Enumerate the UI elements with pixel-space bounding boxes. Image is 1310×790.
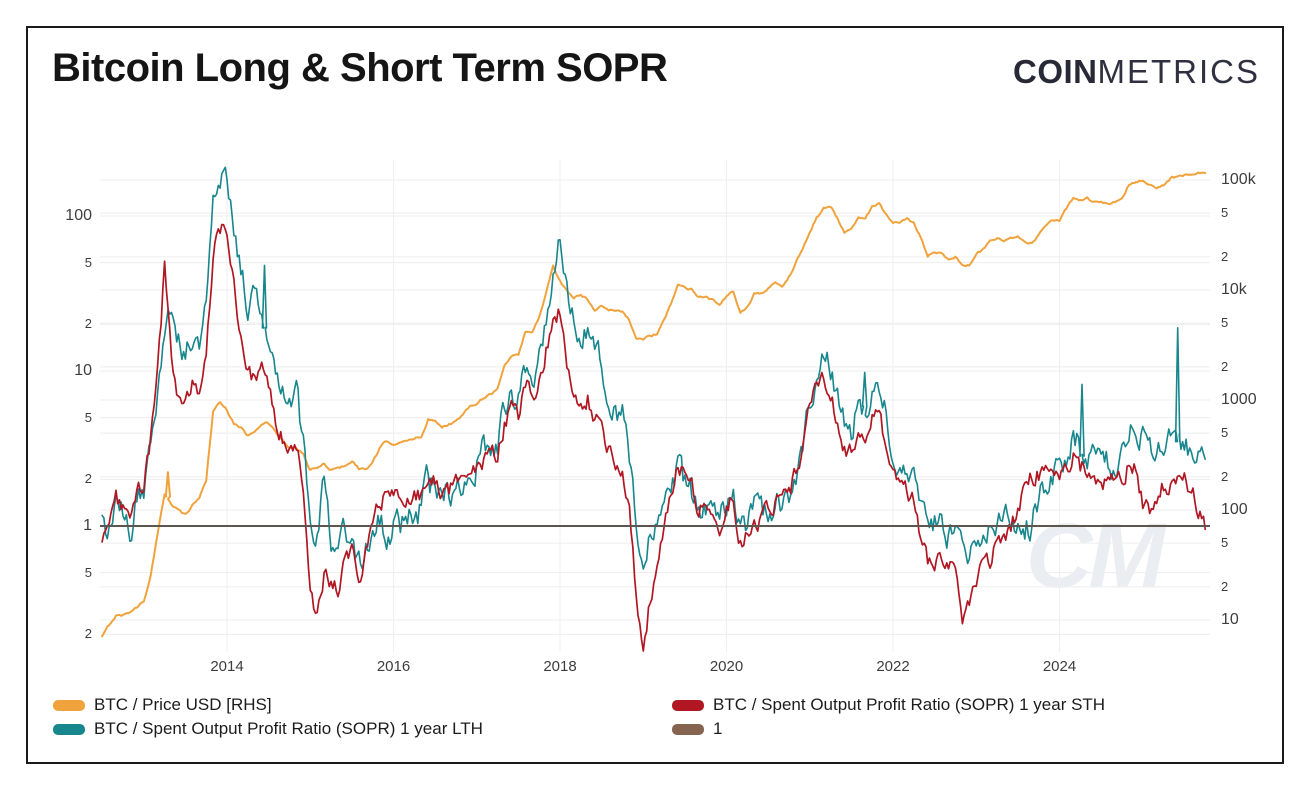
- legend-label: BTC / Spent Output Profit Ratio (SOPR) 1…: [94, 719, 483, 738]
- legend-label: BTC / Price USD [RHS]: [94, 695, 272, 714]
- x-axis-tick-label: 2016: [376, 658, 411, 675]
- price-line: [101, 171, 1207, 638]
- left-axis-tick-label: 100: [65, 207, 92, 224]
- chart-frame: [26, 26, 1284, 764]
- x-axis-tick-label: 2024: [1042, 658, 1077, 675]
- legend-item: 1: [672, 719, 722, 739]
- right-axis-tick-label: 5: [1221, 205, 1229, 221]
- left-axis-tick-label: 2: [84, 316, 92, 332]
- cm-watermark: CM: [1026, 505, 1165, 607]
- left-axis-tick-label: 2: [84, 626, 92, 642]
- left-axis-tick-label: 10: [74, 362, 92, 379]
- right-axis-tick-label: 2: [1221, 248, 1229, 264]
- right-axis-tick-label: 100: [1221, 501, 1248, 518]
- logo-light-text: METRICS: [1097, 53, 1260, 90]
- right-axis-tick-label: 10k: [1221, 281, 1247, 298]
- logo-bold-text: COIN: [1013, 53, 1098, 90]
- legend-swatch: [672, 723, 704, 735]
- legend-label: BTC / Spent Output Profit Ratio (SOPR) 1…: [713, 695, 1106, 714]
- left-axis-tick-label: 5: [84, 254, 92, 270]
- coinmetrics-logo: COINMETRICS: [1013, 53, 1260, 91]
- x-axis-tick-label: 2014: [210, 658, 244, 675]
- legend-swatch: [53, 723, 85, 735]
- x-axis-tick-label: 2020: [709, 658, 744, 675]
- x-axis-tick-label: 2022: [876, 658, 910, 675]
- legend-label: 1: [713, 719, 723, 738]
- right-axis-tick-label: 2: [1221, 358, 1229, 374]
- legend-item: BTC / Spent Output Profit Ratio (SOPR) 1…: [53, 719, 483, 739]
- right-axis-tick-label: 1000: [1221, 391, 1257, 408]
- left-axis-tick-label: 5: [84, 409, 92, 425]
- legend-item: BTC / Price USD [RHS]: [53, 695, 272, 715]
- x-axis-tick-label: 2018: [543, 658, 577, 675]
- page-title: Bitcoin Long & Short Term SOPR: [52, 46, 668, 90]
- legend-item: BTC / Spent Output Profit Ratio (SOPR) 1…: [672, 695, 1105, 715]
- lth-sopr-line: [101, 166, 1206, 570]
- right-axis-tick-label: 10: [1221, 611, 1239, 628]
- right-axis-tick-label: 100k: [1221, 171, 1256, 188]
- right-axis-tick-label: 2: [1221, 468, 1229, 484]
- left-axis-tick-label: 2: [84, 471, 92, 487]
- sth-sopr-line: [101, 223, 1207, 652]
- left-axis-tick-label: 5: [84, 564, 92, 580]
- right-axis-tick-label: 5: [1221, 535, 1229, 551]
- legend-swatch: [53, 699, 85, 711]
- right-axis-tick-label: 2: [1221, 578, 1229, 594]
- legend-swatch: [672, 699, 704, 711]
- left-axis-tick-label: 1: [83, 517, 92, 534]
- right-axis-tick-label: 5: [1221, 315, 1229, 331]
- right-axis-tick-label: 5: [1221, 425, 1229, 441]
